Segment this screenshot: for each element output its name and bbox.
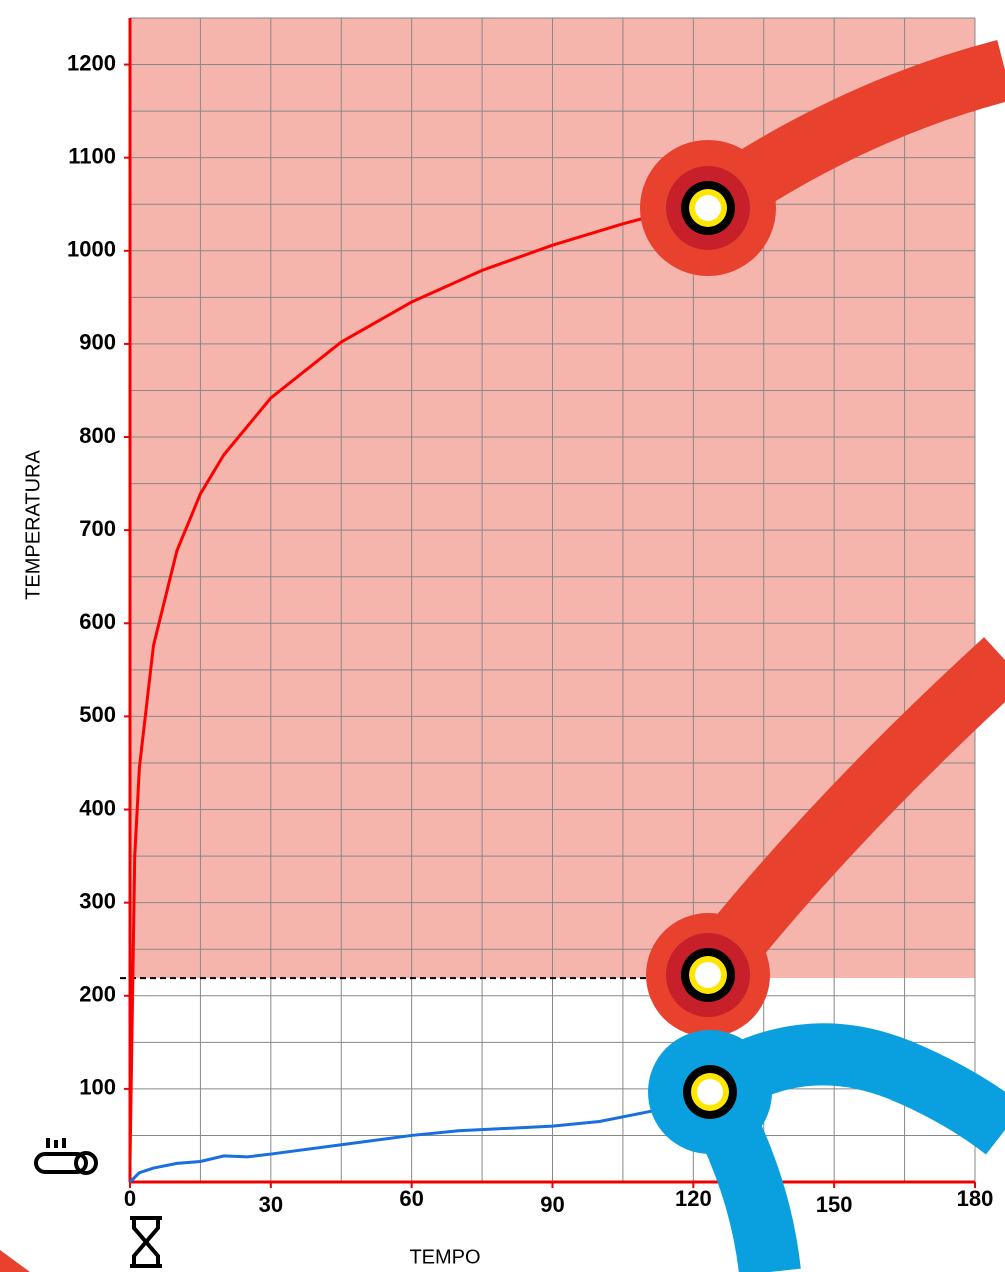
y-tick-label: 500 [79,702,116,727]
x-tick-label: 90 [540,1192,564,1217]
y-tick-label: 200 [79,982,116,1007]
y-tick-label: 1200 [67,50,116,75]
x-tick-label: 180 [957,1186,994,1211]
x-axis-label: TEMPO [409,1246,480,1268]
y-tick-label: 400 [79,795,116,820]
x-tick-label: 30 [259,1192,283,1217]
y-tick-label: 600 [79,609,116,634]
thermometer-icon [34,1138,98,1175]
y-tick-label: 100 [79,1075,116,1100]
callout-dot [695,962,721,988]
x-tick-label: 60 [399,1186,423,1211]
y-axis-label: TEMPERATURA [22,450,44,600]
y-tick-label: 700 [79,516,116,541]
y-tick-label: 1100 [68,143,116,168]
x-tick-label: 120 [675,1186,712,1211]
x-tick-label: 150 [816,1192,853,1217]
corner-shape [0,1250,30,1272]
callout-dot [695,195,721,221]
x-tick-label: 0 [124,1186,136,1211]
y-tick-label: 1000 [67,237,116,262]
hourglass-icon [130,1216,162,1268]
y-tick-label: 300 [79,888,116,913]
callout-dot [697,1079,723,1105]
y-tick-label: 900 [79,330,116,355]
decoration [0,39,1005,1272]
series-line [128,203,694,1164]
series-line [128,1101,694,1184]
y-tick-label: 800 [79,423,116,448]
plot-area [120,17,976,1188]
